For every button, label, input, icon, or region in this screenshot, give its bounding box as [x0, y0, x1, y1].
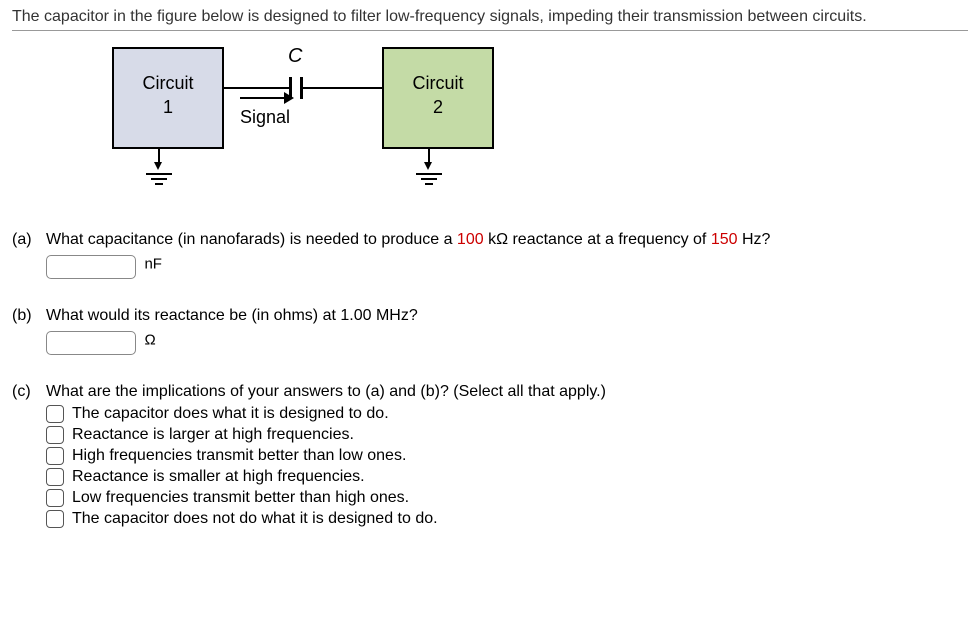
option-label: The capacitor does not do what it is des…	[72, 510, 438, 528]
part-a-unit: nF	[144, 256, 162, 273]
part-b-text: What would its reactance be (in ohms) at…	[46, 307, 418, 324]
separator	[12, 30, 968, 31]
part-a-text: What capacitance (in nanofarads) is need…	[46, 231, 770, 248]
problem-statement: The capacitor in the figure below is des…	[12, 8, 968, 26]
circuit-figure: Circuit 1 Circuit 2 C Signal	[102, 47, 562, 207]
option-row: Low frequencies transmit better than hig…	[46, 489, 968, 507]
option-checkbox[interactable]	[46, 447, 64, 465]
wire-left	[224, 87, 289, 89]
ground-2-bar1	[416, 173, 442, 175]
ground-2-bar3	[425, 183, 433, 185]
part-a-input[interactable]	[46, 255, 136, 279]
option-checkbox[interactable]	[46, 510, 64, 528]
part-b-input[interactable]	[46, 331, 136, 355]
part-c-text: What are the implications of your answer…	[46, 383, 606, 400]
option-label: Reactance is smaller at high frequencies…	[72, 468, 365, 486]
ground-2-bar2	[421, 178, 437, 180]
option-checkbox[interactable]	[46, 489, 64, 507]
part-a-text-seg: What capacitance (in nanofarads) is need…	[46, 231, 457, 248]
part-a: (a) What capacitance (in nanofarads) is …	[12, 231, 968, 279]
option-row: Reactance is larger at high frequencies.	[46, 426, 968, 444]
option-row: The capacitor does not do what it is des…	[46, 510, 968, 528]
part-c-label: (c)	[12, 383, 46, 401]
option-label: Low frequencies transmit better than hig…	[72, 489, 409, 507]
part-b-label: (b)	[12, 307, 46, 325]
ground-2-arrow-icon	[424, 162, 432, 170]
circuit-1-label-line2: 1	[163, 97, 173, 117]
circuit-2-label-line2: 2	[433, 97, 443, 117]
part-a-text-seg: 150	[711, 231, 738, 248]
part-a-label: (a)	[12, 231, 46, 249]
part-b: (b) What would its reactance be (in ohms…	[12, 307, 968, 355]
option-row: Reactance is smaller at high frequencies…	[46, 468, 968, 486]
ground-2-stem	[428, 149, 430, 163]
part-c-options: The capacitor does what it is designed t…	[46, 405, 968, 528]
signal-arrow-line	[240, 97, 286, 99]
capacitor-label: C	[288, 45, 302, 68]
option-label: The capacitor does what it is designed t…	[72, 405, 389, 423]
part-a-text-seg: Hz?	[738, 231, 771, 248]
ground-1-bar2	[151, 178, 167, 180]
option-checkbox[interactable]	[46, 426, 64, 444]
part-a-text-seg: kΩ reactance at a frequency of	[484, 231, 711, 248]
signal-arrow-head-icon	[284, 92, 294, 104]
circuit-1-box: Circuit 1	[112, 47, 224, 149]
option-label: Reactance is larger at high frequencies.	[72, 426, 354, 444]
part-c: (c) What are the implications of your an…	[12, 383, 968, 531]
part-b-unit: Ω	[144, 332, 155, 349]
option-checkbox[interactable]	[46, 405, 64, 423]
circuit-2-label-line1: Circuit	[412, 73, 463, 93]
ground-1-bar1	[146, 173, 172, 175]
ground-1-arrow-icon	[154, 162, 162, 170]
ground-1-bar3	[155, 183, 163, 185]
circuit-2-box: Circuit 2	[382, 47, 494, 149]
option-row: The capacitor does what it is designed t…	[46, 405, 968, 423]
ground-1-stem	[158, 149, 160, 163]
signal-label: Signal	[240, 107, 290, 128]
circuit-1-label-line1: Circuit	[142, 73, 193, 93]
option-row: High frequencies transmit better than lo…	[46, 447, 968, 465]
option-label: High frequencies transmit better than lo…	[72, 447, 406, 465]
part-a-text-seg: 100	[457, 231, 484, 248]
option-checkbox[interactable]	[46, 468, 64, 486]
wire-right	[303, 87, 382, 89]
